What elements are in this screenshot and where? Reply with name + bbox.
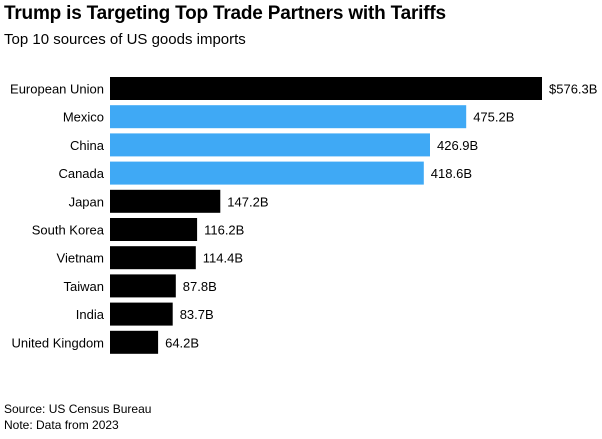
value-label: 114.4B: [203, 251, 243, 266]
value-label: 147.2B: [227, 194, 268, 209]
category-label: Taiwan: [64, 279, 104, 294]
value-label: 83.7B: [180, 307, 214, 322]
bar-mexico: [110, 105, 467, 129]
value-label: 426.9B: [437, 138, 478, 153]
value-label: 87.8B: [183, 279, 217, 294]
category-label: Canada: [58, 166, 104, 181]
value-label: 116.2B: [204, 223, 244, 238]
bar-japan: [110, 189, 221, 213]
bar-india: [110, 302, 173, 326]
source-note: Source: US Census Bureau: [4, 402, 152, 416]
category-label: South Korea: [32, 223, 105, 238]
category-label: European Union: [10, 82, 104, 97]
category-label: United Kingdom: [12, 335, 105, 350]
data-note: Note: Data from 2023: [4, 418, 119, 432]
chart-title: Trump is Targeting Top Trade Partners wi…: [4, 3, 446, 24]
value-label: 475.2B: [473, 110, 514, 125]
value-label: 64.2B: [165, 335, 199, 350]
bar-european-union: [110, 77, 542, 100]
bar-united-kingdom: [110, 330, 159, 354]
bar-canada: [110, 161, 424, 185]
bar-vietnam: [110, 246, 196, 270]
chart-subtitle: Top 10 sources of US goods imports: [4, 31, 246, 48]
category-label: Vietnam: [57, 251, 104, 266]
bar-south-korea: [110, 218, 198, 241]
value-label: $576.3B: [549, 82, 597, 97]
category-label: India: [76, 307, 105, 322]
category-label: Japan: [69, 194, 104, 209]
category-label: China: [70, 138, 105, 153]
bar-taiwan: [110, 274, 176, 298]
bar-china: [110, 133, 430, 157]
category-label: Mexico: [63, 110, 104, 125]
value-label: 418.6B: [431, 166, 472, 181]
